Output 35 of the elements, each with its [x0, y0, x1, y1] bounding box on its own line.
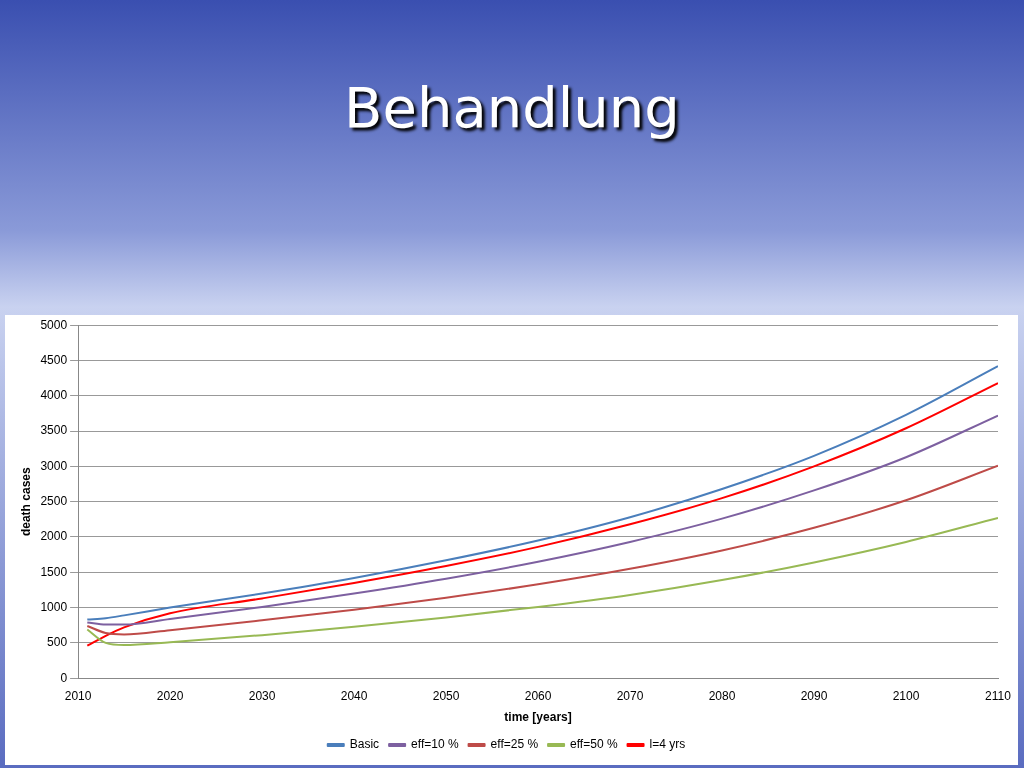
- line-series: [86, 365, 998, 621]
- x-tick-label: 2090: [800, 688, 828, 703]
- x-tick-label: 2080: [708, 688, 736, 703]
- x-tick-label: 2100: [892, 688, 920, 703]
- legend-label: eff=25 %: [490, 737, 539, 752]
- x-tick-label: 2020: [156, 688, 184, 703]
- legend-label: eff=10 %: [411, 737, 459, 752]
- y-axis-title: death cases: [18, 467, 33, 537]
- y-tick-label: 500: [47, 635, 68, 650]
- x-tick-label: 2110: [985, 688, 1012, 703]
- line-series: [86, 414, 998, 626]
- y-tick-label: 3000: [40, 458, 68, 473]
- legend-label: Basic: [349, 737, 380, 752]
- y-tick-label: 0: [60, 670, 68, 685]
- y-tick-label: 2500: [40, 494, 68, 509]
- line-series: [86, 464, 998, 636]
- legend-label: eff=50 %: [570, 737, 618, 752]
- y-tick-label: 1500: [40, 564, 68, 579]
- chart-title: Behandlung: [343, 75, 681, 140]
- x-tick-label: 2050: [432, 688, 460, 703]
- line-series: [86, 382, 998, 647]
- x-tick-label: 2030: [248, 688, 276, 703]
- y-tick-label: 2000: [40, 529, 68, 544]
- y-tick-label: 4500: [40, 352, 68, 367]
- y-tick-label: 4000: [40, 388, 68, 403]
- y-tick-label: 3500: [40, 423, 68, 438]
- x-tick-label: 2070: [616, 688, 644, 703]
- y-tick-label: 1000: [40, 599, 68, 614]
- x-tick-label: 2040: [340, 688, 368, 703]
- y-tick-label: 5000: [40, 317, 68, 332]
- x-tick-label: 2010: [64, 688, 92, 703]
- x-tick-label: 2060: [524, 688, 552, 703]
- legend-label: l=4 yrs: [649, 737, 686, 752]
- x-axis-title: time [years]: [504, 710, 572, 725]
- line-series: [86, 516, 998, 647]
